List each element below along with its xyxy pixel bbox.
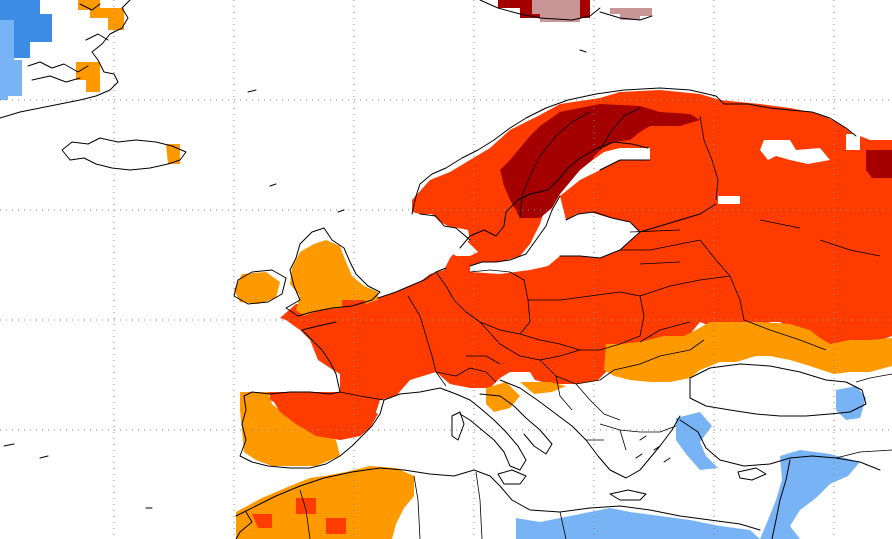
coastline-ireland	[233, 269, 287, 305]
warm-anomaly-balkans-west	[520, 382, 566, 394]
border-czech-austria	[466, 321, 581, 365]
warm-anomaly-north-africa	[236, 466, 414, 539]
no-anomaly-arctic-inlet	[846, 134, 860, 150]
border-caucasus	[855, 373, 892, 383]
warm-anomaly-iceland	[166, 144, 180, 164]
coastline-levant	[771, 459, 791, 539]
coastline-cyprus	[737, 467, 767, 481]
warm-anomaly-europe-main	[270, 90, 892, 440]
coastline-iceland	[61, 137, 187, 171]
coastline-italy-east	[479, 393, 553, 455]
coastline-north-africa	[235, 467, 761, 531]
border-hungary-balkans	[539, 359, 621, 421]
border-finland-russia	[699, 115, 719, 201]
coastline-black-sea	[689, 363, 867, 417]
hot-anomaly-iberia	[268, 392, 378, 440]
no-anomaly-baltic-sea	[470, 148, 650, 274]
cool-anomaly-turkey-west	[676, 412, 718, 470]
coastline-france-benelux	[269, 267, 447, 395]
pink-anomaly-arctic-island	[532, 0, 580, 22]
coastline-arctic-island	[479, 0, 653, 21]
border-turkey-syria	[835, 449, 892, 459]
border-sweden-finland	[599, 107, 641, 151]
coastline-aegean-islands	[635, 435, 671, 463]
coastline-iberia	[239, 391, 385, 469]
coastline-balkans	[499, 379, 681, 479]
border-north-africa	[299, 471, 567, 539]
coastline-corsica-sardinia	[451, 411, 465, 441]
cool-anomaly-libya-egypt	[516, 508, 760, 539]
coastline-norway	[411, 87, 857, 215]
border-norway-sweden	[519, 111, 591, 219]
border-romania-ukraine	[613, 321, 705, 371]
border-balkans-south	[586, 423, 677, 451]
border-belarus-russia	[639, 239, 745, 321]
coastline-sicily	[497, 469, 527, 485]
hot-anomaly-arctic-russia-east	[866, 150, 892, 178]
warm-anomaly-ireland	[234, 272, 280, 304]
hot-anomaly-southeast-england	[342, 300, 368, 312]
coastline-crete	[609, 489, 647, 501]
border-poland	[519, 291, 645, 351]
warm-anomaly-britain	[290, 240, 378, 316]
coastline-gibraltar	[235, 511, 253, 539]
no-anomaly-north-sea-gap	[444, 230, 478, 256]
country-borders-layer	[299, 107, 892, 539]
no-anomaly-white-sea	[760, 140, 830, 164]
coastline-small-islands-west	[3, 49, 587, 509]
pink-anomaly-arctic-east	[610, 8, 652, 20]
hot-anomaly-north-africa-1	[252, 514, 272, 528]
border-france-east	[407, 295, 447, 387]
warm-anomaly-ukraine-romania	[604, 322, 892, 382]
coastline-britain	[285, 227, 381, 317]
border-france-spain	[339, 391, 385, 401]
border-switzerland-italy	[435, 367, 497, 383]
border-russia-kazakh	[759, 219, 881, 257]
coastline-med-north	[383, 387, 527, 471]
coastline-turkey-south	[679, 419, 881, 471]
hot-anomaly-north-africa-3	[326, 518, 346, 534]
border-baltics	[620, 229, 701, 265]
cool-anomaly-levant	[760, 450, 860, 539]
coastline-baltic	[469, 159, 717, 267]
warm-anomaly-iberia-west	[240, 392, 340, 466]
border-ukraine-russia	[743, 319, 827, 351]
hot-anomaly-scandinavia	[500, 104, 700, 218]
warm-anomaly-greenland-coast	[78, 0, 124, 30]
hot-anomaly-north-africa-2	[296, 498, 316, 514]
cool-anomaly-greenland	[0, 20, 22, 100]
no-anomaly-lake-ladoga	[718, 196, 740, 204]
cool-anomaly-black-sea-south	[836, 386, 866, 420]
coastline-greenland	[0, 0, 131, 119]
coastline-sweden-finland	[419, 141, 649, 249]
coastline-greenland-fjords	[27, 3, 109, 83]
